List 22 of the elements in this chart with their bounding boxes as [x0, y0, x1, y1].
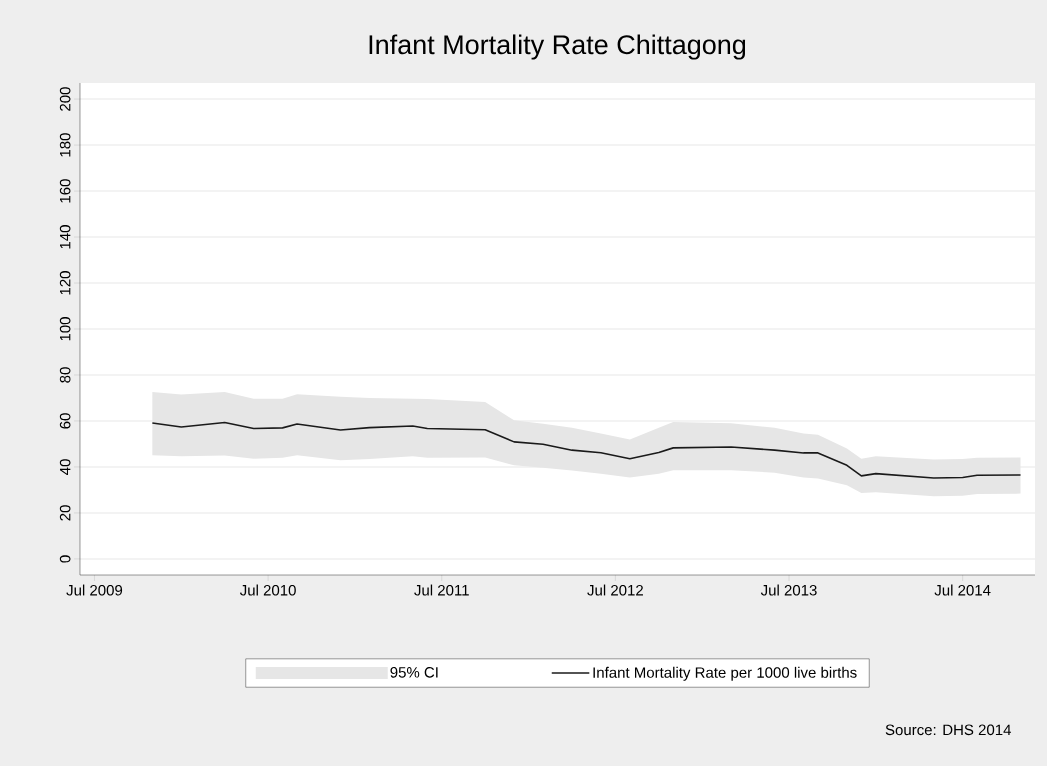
x-tick-label: Jul 2014 — [934, 584, 991, 596]
legend-label: Infant Mortality Rate per 1000 live births — [593, 666, 857, 681]
x-tick-label: Jul 2013 — [760, 584, 817, 596]
x-tick-label: Jul 2011 — [414, 584, 469, 596]
y-tick-label: 20 — [59, 505, 71, 521]
y-tick-label: 100 — [59, 317, 71, 341]
y-tick-label: 140 — [59, 225, 71, 249]
y-tick-label: 0 — [59, 555, 71, 563]
y-tick-label: 40 — [59, 459, 71, 475]
source-note: Source: DHS 2014 — [885, 724, 1012, 736]
y-tick-label: 160 — [59, 179, 71, 203]
x-tick-label: Jul 2010 — [239, 584, 296, 596]
text: 95% CI — [390, 667, 438, 678]
line-series — [151, 421, 1022, 479]
y-tick-label: 180 — [59, 133, 71, 157]
x-tick-label: Jul 2009 — [66, 584, 123, 596]
y-tick-label: 200 — [59, 87, 71, 111]
chart-title: Infant Mortality Rate Chittagong — [369, 34, 746, 60]
y-tick-label: 120 — [59, 271, 71, 295]
x-tick-label: Jul 2012 — [587, 584, 643, 596]
y-tick-label: 80 — [59, 367, 71, 383]
y-tick-label: 60 — [59, 413, 71, 429]
